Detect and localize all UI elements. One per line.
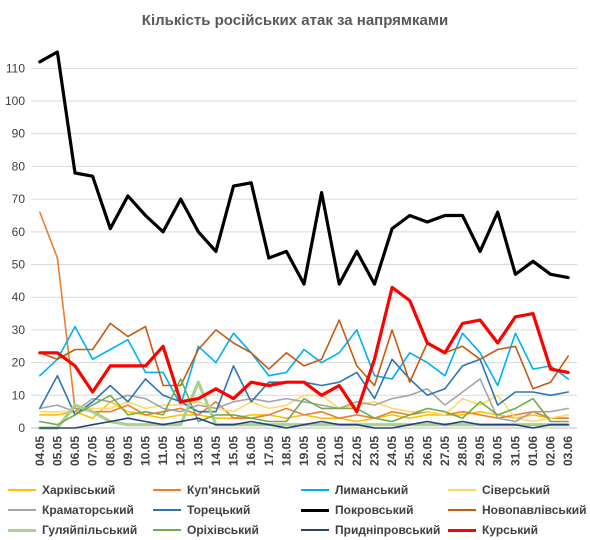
y-tick-label: 90 [12, 127, 26, 141]
legend-label: Курський [482, 523, 538, 537]
x-tick-label: 05.05 [50, 436, 64, 466]
legend-swatch [301, 529, 329, 531]
y-tick-label: 110 [6, 61, 25, 75]
legend-item: Гуляйпільський [8, 521, 137, 539]
legend-swatch [448, 489, 476, 491]
legend-swatch [448, 528, 476, 532]
x-tick-label: 02.06 [544, 436, 558, 466]
x-tick-label: 14.05 [209, 436, 223, 466]
x-tick-label: 17.05 [262, 436, 276, 466]
x-tick-label: 28.05 [456, 436, 470, 466]
legend-swatch [301, 508, 329, 512]
legend-swatch [153, 489, 181, 491]
legend-label: Новопавлівський [482, 503, 587, 517]
y-tick-label: 10 [12, 388, 26, 402]
legend-swatch [8, 528, 36, 532]
x-tick-label: 27.05 [438, 436, 452, 466]
legend-item: Куп'янський [153, 481, 260, 499]
legend-label: Придніпровський [335, 523, 441, 537]
legend-item: Харківський [8, 481, 115, 499]
y-tick-label: 0 [18, 421, 25, 435]
y-tick-label: 100 [5, 94, 25, 108]
x-tick-label: 16.05 [244, 436, 258, 466]
x-tick-label: 01.06 [526, 436, 540, 466]
x-tick-label: 30.05 [491, 436, 505, 466]
legend-swatch [8, 509, 36, 511]
legend-item: Торецький [153, 501, 250, 519]
legend-label: Краматорський [42, 503, 134, 517]
legend-label: Торецький [187, 503, 251, 517]
chart-title: Кількість російських атак за напрямками [141, 12, 449, 29]
plot-area: 0 10 20 30 40 50 60 70 80 90 100 110 04.05 05.05 06.05… [5, 50, 577, 466]
x-tick-label: 13.05 [191, 436, 205, 466]
x-tick-label: 31.05 [508, 436, 522, 466]
legend-swatch [301, 489, 329, 491]
y-tick-label: 50 [12, 258, 26, 272]
series-line [38, 417, 570, 429]
legend-swatch [153, 529, 181, 531]
series-line [38, 319, 570, 390]
series-line [38, 325, 570, 406]
legend-swatch [8, 489, 36, 491]
x-tick-label: 10.05 [138, 436, 152, 466]
x-tick-label: 22.05 [350, 436, 364, 466]
series-line [38, 378, 570, 426]
series-line [38, 211, 570, 420]
legend-item: Краматорський [8, 501, 134, 519]
legend-item: Придніпровський [301, 521, 440, 539]
y-tick-label: 40 [12, 290, 26, 304]
x-tick-label: 26.05 [420, 436, 434, 466]
legend-label: Лиманський [335, 483, 409, 497]
legend: Харківський Куп'янський Лиманський Сіверськ… [0, 481, 590, 540]
legend-label: Сіверський [482, 483, 551, 497]
x-tick-label: 21.05 [332, 436, 346, 466]
legend-label: Оріхівський [187, 523, 259, 537]
x-tick-label: 04.05 [33, 436, 47, 466]
x-tick-label: 29.05 [473, 436, 487, 466]
x-tick-label: 19.05 [297, 436, 311, 466]
x-tick-label: 12.05 [174, 436, 188, 466]
legend-label: Гуляйпільський [42, 523, 138, 537]
legend-label: Покровський [335, 503, 414, 517]
legend-label: Харківський [42, 483, 116, 497]
y-tick-label: 80 [12, 159, 26, 173]
legend-label: Куп'янський [187, 483, 261, 497]
series-line [38, 285, 570, 414]
y-tick-label: 60 [12, 225, 26, 239]
y-tick-label: 20 [12, 356, 26, 370]
y-tick-label: 70 [12, 192, 26, 206]
legend-swatch [448, 509, 476, 511]
legend-item: Лиманський [301, 481, 408, 499]
x-tick-label: 23.05 [367, 436, 381, 466]
legend-item: Оріхівський [153, 521, 259, 539]
x-tick-label: 25.05 [403, 436, 417, 466]
x-tick-label: 15.05 [227, 436, 241, 466]
y-tick-label: 30 [12, 323, 26, 337]
series-line [38, 50, 570, 286]
legend-item: Покровський [301, 501, 414, 519]
x-tick-label: 20.05 [315, 436, 329, 466]
legend-item: Сіверський [448, 481, 550, 499]
legend-swatch [153, 509, 181, 511]
x-tick-label: 11.05 [156, 436, 170, 466]
x-tick-label: 07.05 [86, 436, 100, 466]
x-tick-label: 09.05 [121, 436, 135, 466]
x-tick-label: 18.05 [279, 436, 293, 466]
series-line [38, 378, 570, 423]
legend-item: Новопавлівський [448, 501, 587, 519]
x-tick-label: 06.05 [68, 436, 82, 466]
x-tick-label: 08.05 [103, 436, 117, 466]
x-tick-label: 24.05 [385, 436, 399, 466]
legend-item: Курський [448, 521, 538, 539]
x-tick-label: 03.06 [561, 436, 575, 466]
